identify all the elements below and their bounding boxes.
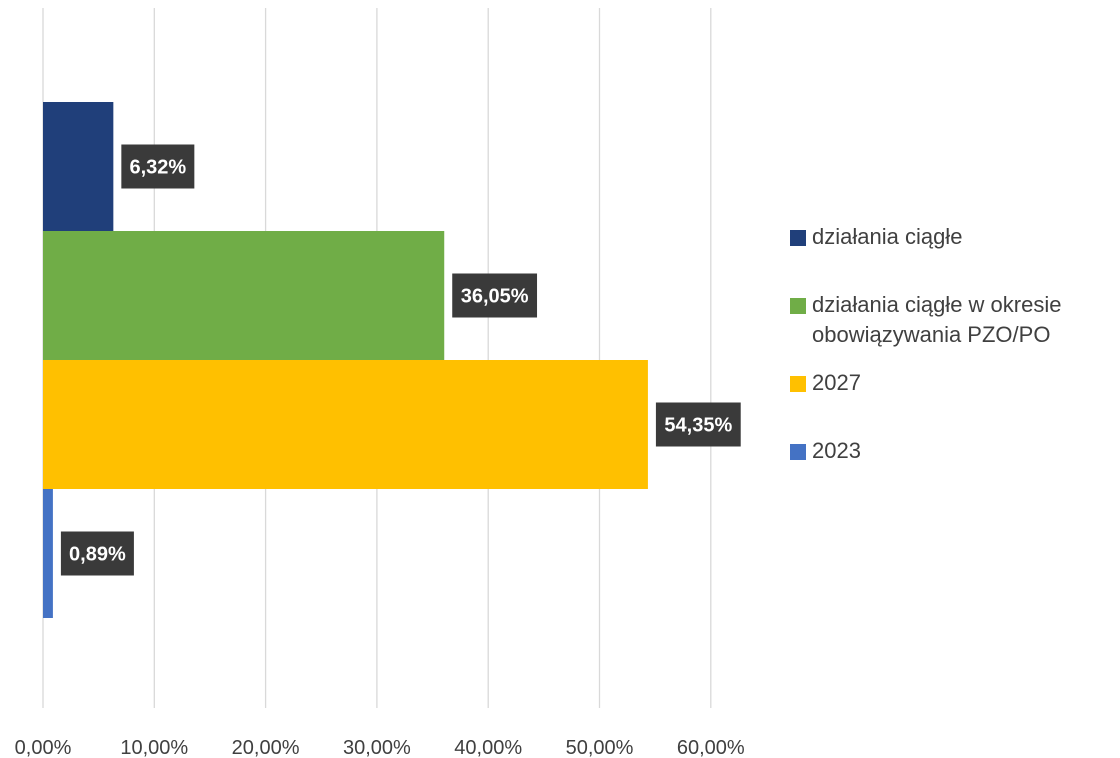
data-label-box	[60, 531, 134, 576]
x-tick-label: 20,00%	[232, 737, 300, 758]
legend-label: 2023	[812, 438, 861, 463]
data-label: 6,32%	[129, 157, 186, 179]
x-tick-label: 40,00%	[454, 737, 522, 758]
legend-label: działania ciągłe w okresie obowiązywania…	[812, 292, 1062, 347]
data-label: 36,05%	[461, 286, 529, 308]
x-tick-label: 0,00%	[15, 737, 72, 758]
data-label: 54,35%	[664, 415, 732, 437]
legend-item-2027: 2027	[790, 368, 1120, 398]
data-label-box	[655, 402, 741, 447]
x-tick-label: 10,00%	[120, 737, 188, 758]
legend-swatch	[790, 376, 806, 392]
bar	[43, 489, 53, 618]
bar	[43, 231, 445, 360]
legend-swatch	[790, 230, 806, 246]
data-label-box	[121, 144, 195, 189]
legend-item-2023: 2023	[790, 436, 1120, 466]
legend-item-dzialania-ciagle-w-okresie: działania ciągłe w okresie obowiązywania…	[790, 290, 1120, 350]
legend-swatch	[790, 444, 806, 460]
data-label-box	[452, 273, 538, 318]
bar	[43, 102, 114, 231]
bar	[43, 360, 648, 489]
chart-legend: działania ciągłe działania ciągłe w okre…	[790, 222, 1120, 466]
x-tick-label: 50,00%	[566, 737, 634, 758]
bar-chart: 0,00% 10,00% 20,00% 30,00% 40,00% 50,00% 60,00…	[15, 8, 745, 758]
legend-swatch	[790, 298, 806, 314]
legend-item-dzialania-ciagle: działania ciągłe	[790, 222, 1120, 252]
x-tick-label: 30,00%	[343, 737, 411, 758]
legend-label: działania ciągłe	[812, 224, 963, 249]
data-label: 0,89%	[69, 544, 126, 566]
x-tick-label: 60,00%	[677, 737, 745, 758]
legend-label: 2027	[812, 370, 861, 395]
